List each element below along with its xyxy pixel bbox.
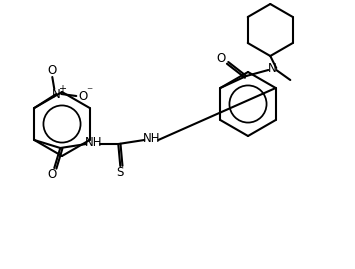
Text: NH: NH <box>143 132 160 144</box>
Text: NH: NH <box>84 136 102 148</box>
Text: N: N <box>52 87 61 101</box>
Text: O: O <box>217 51 226 65</box>
Text: O: O <box>79 90 88 102</box>
Text: +: + <box>58 84 66 94</box>
Text: ⁻: ⁻ <box>86 86 92 98</box>
Text: S: S <box>116 167 124 179</box>
Text: O: O <box>48 65 57 77</box>
Text: O: O <box>48 168 57 182</box>
Text: N: N <box>268 62 277 75</box>
